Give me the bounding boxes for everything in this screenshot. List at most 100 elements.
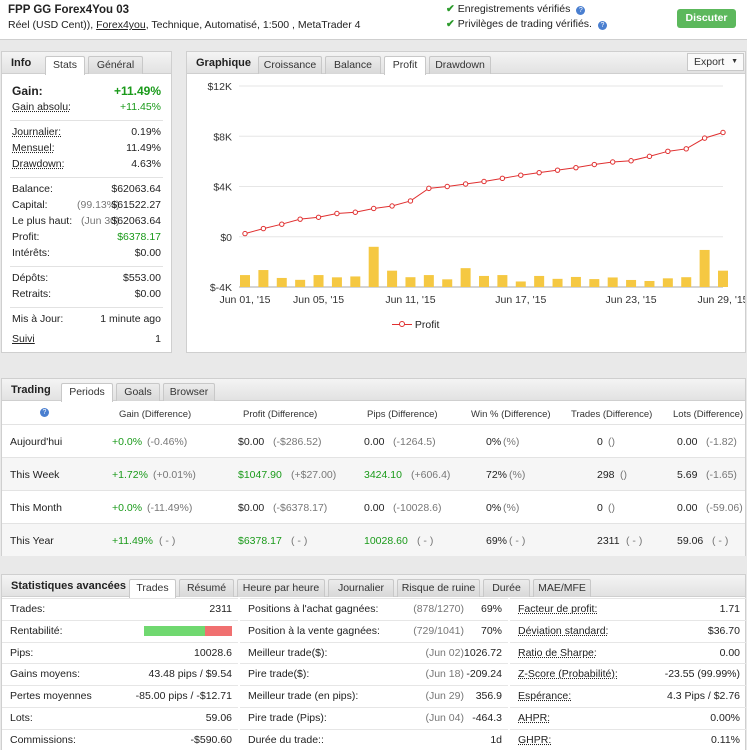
- pips-value: 0.00: [364, 436, 385, 448]
- pips-difference: (-1264.5): [393, 436, 436, 448]
- stat-label: Meilleur trade (en pips):: [248, 690, 359, 703]
- win-difference: ( - ): [509, 535, 526, 547]
- tab-mae-mfe[interactable]: MAE/MFE: [533, 579, 591, 597]
- info-title: Info: [11, 57, 32, 69]
- info-header: Info Stats Général: [2, 52, 171, 75]
- y-tick-label: $4K: [213, 182, 232, 194]
- tab-general[interactable]: Général: [88, 56, 143, 74]
- stat-value: 10028.6: [194, 646, 232, 659]
- profit-point: [646, 153, 653, 160]
- highest-row: Le plus haut: (Jun 30) $62063.64: [12, 215, 161, 229]
- lots-value: 5.69: [677, 469, 698, 481]
- stat-value: -85.00 pips / -$12.71: [135, 690, 232, 703]
- profit-point: [242, 230, 248, 237]
- win-difference: (%): [503, 436, 520, 448]
- help-icon[interactable]: ?: [40, 408, 49, 417]
- tab-drawdown[interactable]: Drawdown: [429, 56, 491, 74]
- trading-row: This Week +1.72% (+0.01%) $1047.90 (+$27.00)…: [2, 457, 745, 490]
- bar: [718, 270, 728, 287]
- chevron-down-icon: ▼: [731, 58, 738, 65]
- profit-value: $6378.17: [117, 231, 161, 243]
- bar: [350, 276, 361, 287]
- stat-value: 43.48 pips / $9.54: [148, 668, 232, 681]
- interest-label: Intérêts:: [12, 247, 50, 259]
- stat-note: (878/1270): [413, 603, 464, 615]
- tab-daily[interactable]: Journalier: [328, 579, 394, 597]
- highest-value: $62063.64: [111, 215, 161, 227]
- divider: [10, 120, 163, 121]
- stat-label: Pire trade($):: [248, 668, 310, 681]
- help-icon[interactable]: ?: [597, 21, 607, 30]
- profit-point: [628, 158, 634, 164]
- daily-label: Journalier:: [12, 126, 62, 138]
- verified-privileges: ✔ Privilèges de trading vérifiés. ?: [446, 18, 607, 30]
- gain-value: +11.49%: [112, 535, 153, 547]
- export-label: Export: [694, 56, 725, 68]
- profit-point: [260, 225, 267, 232]
- profit-point: [609, 159, 616, 165]
- stats-title: Statistiques avancées: [11, 580, 126, 592]
- discuss-button[interactable]: Discuter: [677, 9, 736, 28]
- tab-risk-of-ruin[interactable]: Risque de ruine: [397, 579, 480, 597]
- tab-stats[interactable]: Stats: [45, 56, 85, 75]
- stat-value: $36.70: [707, 624, 740, 637]
- bar: [681, 277, 692, 287]
- tab-growth[interactable]: Croissance: [258, 56, 322, 74]
- stat-label: Rentabilité:: [10, 624, 63, 637]
- period-label: Aujourd'hui: [10, 436, 63, 448]
- bar: [479, 275, 489, 287]
- stat-row: Espérance: 4.3 Pips / $2.76: [510, 685, 746, 706]
- stat-label: Gains moyens:: [10, 668, 81, 681]
- bar: [644, 280, 655, 287]
- capital-row: Capital: (99.13%) $61522.27: [12, 199, 161, 213]
- tab-hourly[interactable]: Heure par heure: [237, 579, 325, 597]
- stat-label: AHPR:: [518, 712, 551, 724]
- profit-point: [426, 185, 432, 192]
- profit-label: Profit:: [12, 231, 40, 243]
- gain-difference: (-11.49%): [147, 502, 193, 514]
- profit-point: [536, 169, 542, 176]
- tab-duration[interactable]: Durée: [483, 579, 530, 597]
- tab-browser[interactable]: Browser: [163, 383, 215, 401]
- balance-row: Balance: $62063.64: [12, 183, 161, 197]
- stat-label: Commissions:: [10, 733, 76, 746]
- trading-column-headers: ? Gain (Difference) Profit (Difference) …: [2, 402, 745, 424]
- drawdown-value: 4.63%: [131, 158, 161, 170]
- export-dropdown[interactable]: Export ▼: [687, 53, 744, 71]
- stat-note: (729/1041): [413, 624, 464, 637]
- help-icon[interactable]: ?: [576, 6, 586, 15]
- profit-point: [297, 216, 303, 222]
- tab-trades[interactable]: Trades: [129, 579, 176, 598]
- profit-point: [279, 221, 285, 227]
- stat-note: (Jun 02): [425, 646, 464, 659]
- tab-periods[interactable]: Periods: [61, 383, 113, 402]
- stat-row: AHPR: 0.00%: [510, 707, 746, 728]
- stat-value: 2311: [209, 603, 232, 615]
- bar: [442, 279, 453, 287]
- tab-profit[interactable]: Profit: [384, 56, 426, 75]
- graph-panel: Graphique Croissance Balance Profit Draw…: [186, 51, 746, 353]
- broker-link[interactable]: Forex4you: [96, 19, 146, 31]
- follow-link[interactable]: Suivi: [12, 333, 35, 345]
- tab-summary[interactable]: Résumé: [179, 579, 234, 597]
- tab-goals[interactable]: Goals: [116, 383, 160, 401]
- profit-difference: (+$27.00): [291, 469, 337, 481]
- trading-title: Trading: [11, 384, 51, 396]
- stat-value: 0.11%: [711, 733, 740, 746]
- stat-value: 1d: [490, 733, 502, 746]
- monthly-label: Mensuel:: [12, 142, 55, 154]
- profit-difference: (-$6378.17): [273, 502, 328, 514]
- trades-value: 0: [597, 502, 603, 514]
- account-details: , Technique, Automatisé, 1:500 , MetaTra…: [145, 19, 361, 31]
- trades-difference: (): [620, 469, 627, 481]
- stat-value: 4.3 Pips / $2.76: [667, 690, 740, 703]
- period-label: This Year: [10, 535, 54, 547]
- bar: [295, 279, 306, 287]
- tab-balance[interactable]: Balance: [325, 56, 381, 74]
- stat-label: Position à la vente gagnées:: [248, 624, 380, 637]
- bar: [515, 281, 526, 287]
- stat-value: 59.06: [205, 712, 232, 724]
- profit-point: [444, 183, 450, 190]
- withdrawals-row: Retraits: $0.00: [12, 288, 161, 302]
